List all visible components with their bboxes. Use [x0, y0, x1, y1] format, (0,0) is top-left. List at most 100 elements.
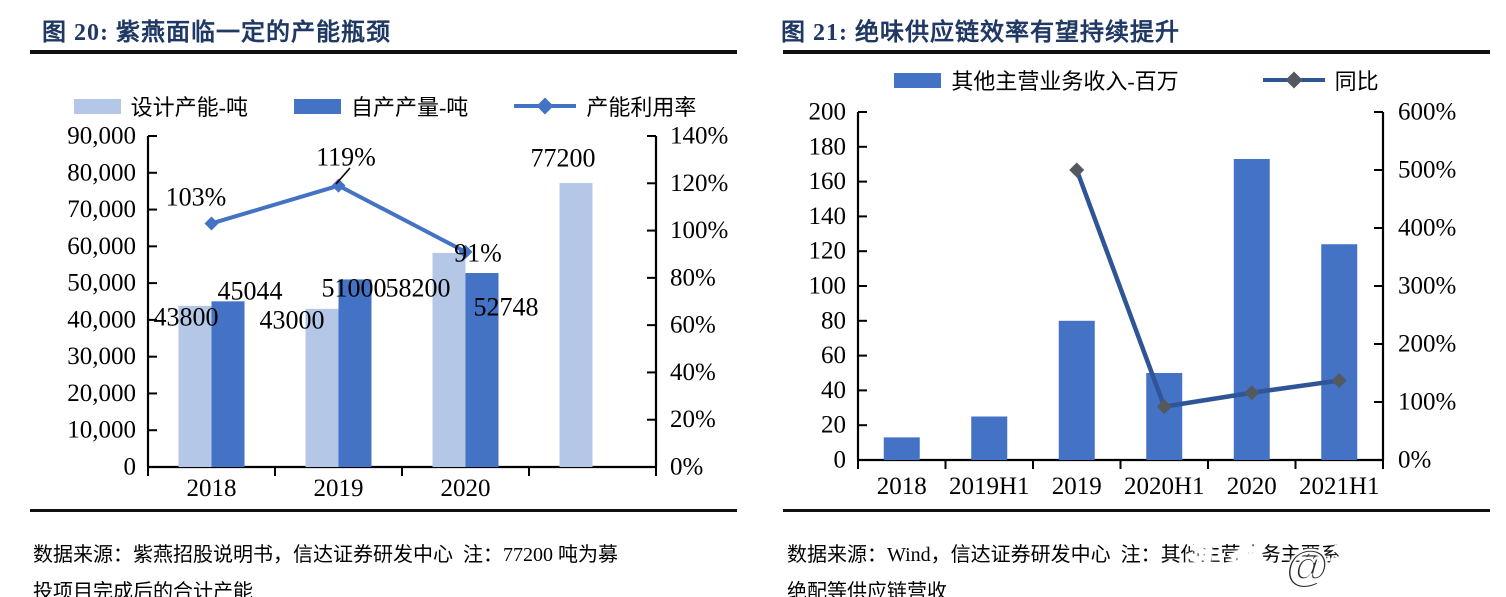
- y2-axis-label: 400%: [1398, 215, 1456, 242]
- x-axis-label: 2019H1: [949, 473, 1030, 500]
- data-label: 52748: [474, 293, 539, 322]
- y2-axis-label: 100%: [1398, 389, 1456, 416]
- y-axis-label: 80: [821, 307, 846, 334]
- y2-axis-label: 300%: [1398, 273, 1456, 300]
- label-leader-line: [335, 167, 351, 185]
- figure-21-chart: 200180160140120100806040200600%500%400%3…: [809, 99, 1457, 501]
- diamond-marker: [331, 178, 346, 193]
- data-label: 43000: [260, 306, 325, 335]
- y-axis-label: 60: [821, 342, 846, 369]
- diamond-marker: [458, 244, 473, 259]
- y-axis-label: 0: [124, 454, 137, 481]
- y-axis-label: 200: [809, 99, 847, 126]
- bar: [211, 301, 245, 467]
- y-axis-label: 90,000: [67, 123, 136, 150]
- legend-label: 其他主营业务收入-百万: [951, 69, 1179, 94]
- bar: [971, 416, 1008, 460]
- line-diamond-swatch-icon: [514, 97, 577, 115]
- y2-axis-label: 80%: [670, 264, 716, 291]
- bar: [178, 305, 212, 467]
- y-axis-label: 20: [821, 412, 846, 439]
- bar: [1233, 158, 1270, 461]
- bar: [1058, 320, 1095, 460]
- y-axis-label: 30,000: [67, 343, 136, 370]
- line-diamond-swatch-icon: [1262, 71, 1325, 89]
- diamond-marker: [1244, 385, 1260, 401]
- figure-20-source: 数据来源：紫燕招股说明书，信达证券研发中心 注：77200 吨为募 投项目完成后的…: [33, 537, 618, 597]
- data-label: 51000: [322, 274, 387, 303]
- y-axis-label: 70,000: [67, 196, 136, 223]
- y2-axis-label: 100%: [670, 217, 728, 244]
- y2-axis-label: 40%: [670, 359, 716, 386]
- x-axis-label: 2020: [441, 475, 491, 502]
- bar: [1146, 373, 1183, 460]
- x-axis-label: 2018: [877, 473, 927, 500]
- legend-item-yoy: 同比: [1262, 64, 1379, 96]
- figure-21-bottom-rule: [783, 509, 1490, 512]
- diamond-marker-icon: [536, 97, 554, 115]
- bar: [338, 279, 372, 467]
- diamond-marker: [1156, 399, 1172, 415]
- data-label: 103%: [166, 183, 227, 212]
- y-axis-label: 60,000: [67, 233, 136, 260]
- y-axis-label: 180: [809, 133, 847, 160]
- x-axis-label: 2021H1: [1299, 473, 1380, 500]
- y-axis-label: 50,000: [67, 270, 136, 297]
- figure-20-bottom-rule: [30, 509, 737, 512]
- bar: [1321, 244, 1358, 460]
- y2-axis-label: 140%: [670, 123, 728, 150]
- y2-axis-label: 60%: [670, 312, 716, 339]
- watermark: 头条 @远瞻智库: [1180, 541, 1506, 592]
- figure-21-title: 图 21: 绝味供应链效率有望持续提升: [781, 20, 1180, 46]
- diamond-marker: [1069, 162, 1085, 178]
- diamond-marker: [204, 216, 219, 231]
- bar: [432, 252, 466, 467]
- x-axis-label: 2019: [314, 475, 364, 502]
- x-axis-label: 2020: [1227, 473, 1277, 500]
- data-label: 77200: [531, 144, 596, 173]
- y-axis-label: 140: [809, 203, 847, 230]
- y2-axis-label: 20%: [670, 406, 716, 433]
- dark-blue-bar-swatch-icon: [894, 72, 942, 88]
- trend-line: [210, 183, 467, 254]
- legend-item-other-revenue: 其他主营业务收入-百万: [894, 64, 1179, 96]
- bar: [559, 183, 593, 467]
- diamond-marker: [1331, 373, 1347, 389]
- legend-label: 同比: [1334, 69, 1379, 94]
- legend-label: 设计产能-吨: [130, 95, 248, 120]
- bar: [883, 437, 920, 460]
- bar: [465, 273, 499, 467]
- data-label: 58200: [386, 274, 451, 303]
- y-axis-label: 160: [809, 168, 847, 195]
- dark-blue-bar-swatch-icon: [293, 98, 341, 114]
- x-axis-label: 2019: [1052, 473, 1102, 500]
- legend-item-design-capacity: 设计产能-吨: [73, 90, 248, 122]
- y2-axis-label: 120%: [670, 170, 728, 197]
- y2-axis-label: 500%: [1398, 157, 1456, 184]
- figure-20-title: 图 20: 紫燕面临一定的产能瓶颈: [42, 20, 391, 46]
- y2-axis-label: 600%: [1398, 99, 1456, 126]
- data-label: 43800: [154, 303, 219, 332]
- source-line-1: 数据来源：紫燕招股说明书，信达证券研发中心 注：77200 吨为募: [33, 544, 618, 566]
- x-axis-label: 2020H1: [1124, 473, 1205, 500]
- figure-20-legend: 设计产能-吨 自产产量-吨 产能利用率: [30, 90, 740, 122]
- y-axis-label: 80,000: [67, 159, 136, 186]
- y2-axis-label: 200%: [1398, 331, 1456, 358]
- x-axis-label: 2018: [187, 475, 237, 502]
- legend-label: 自产产量-吨: [350, 95, 469, 120]
- legend-item-own-production: 自产产量-吨: [293, 90, 469, 122]
- trend-line: [1074, 169, 1340, 409]
- legend-label: 产能利用率: [586, 95, 697, 120]
- y2-axis-label: 0%: [1398, 447, 1431, 474]
- y-axis-label: 0: [834, 447, 847, 474]
- figure-21-source: 数据来源：Wind，信达证券研发中心 注：其他主营业务主要系 绝配等供应链营收: [787, 537, 1341, 597]
- y2-axis-label: 0%: [670, 454, 703, 481]
- y-axis-label: 120: [809, 238, 847, 265]
- figure-20-title-rule: [30, 50, 737, 54]
- figure-20-chart: 90,000 80,000 70,000 60,000 50,000 40,000 30,0…: [67, 123, 728, 503]
- figure-21-title-rule: [783, 50, 1490, 54]
- y-axis-label: 100: [809, 273, 847, 300]
- diamond-marker-icon: [1285, 71, 1303, 89]
